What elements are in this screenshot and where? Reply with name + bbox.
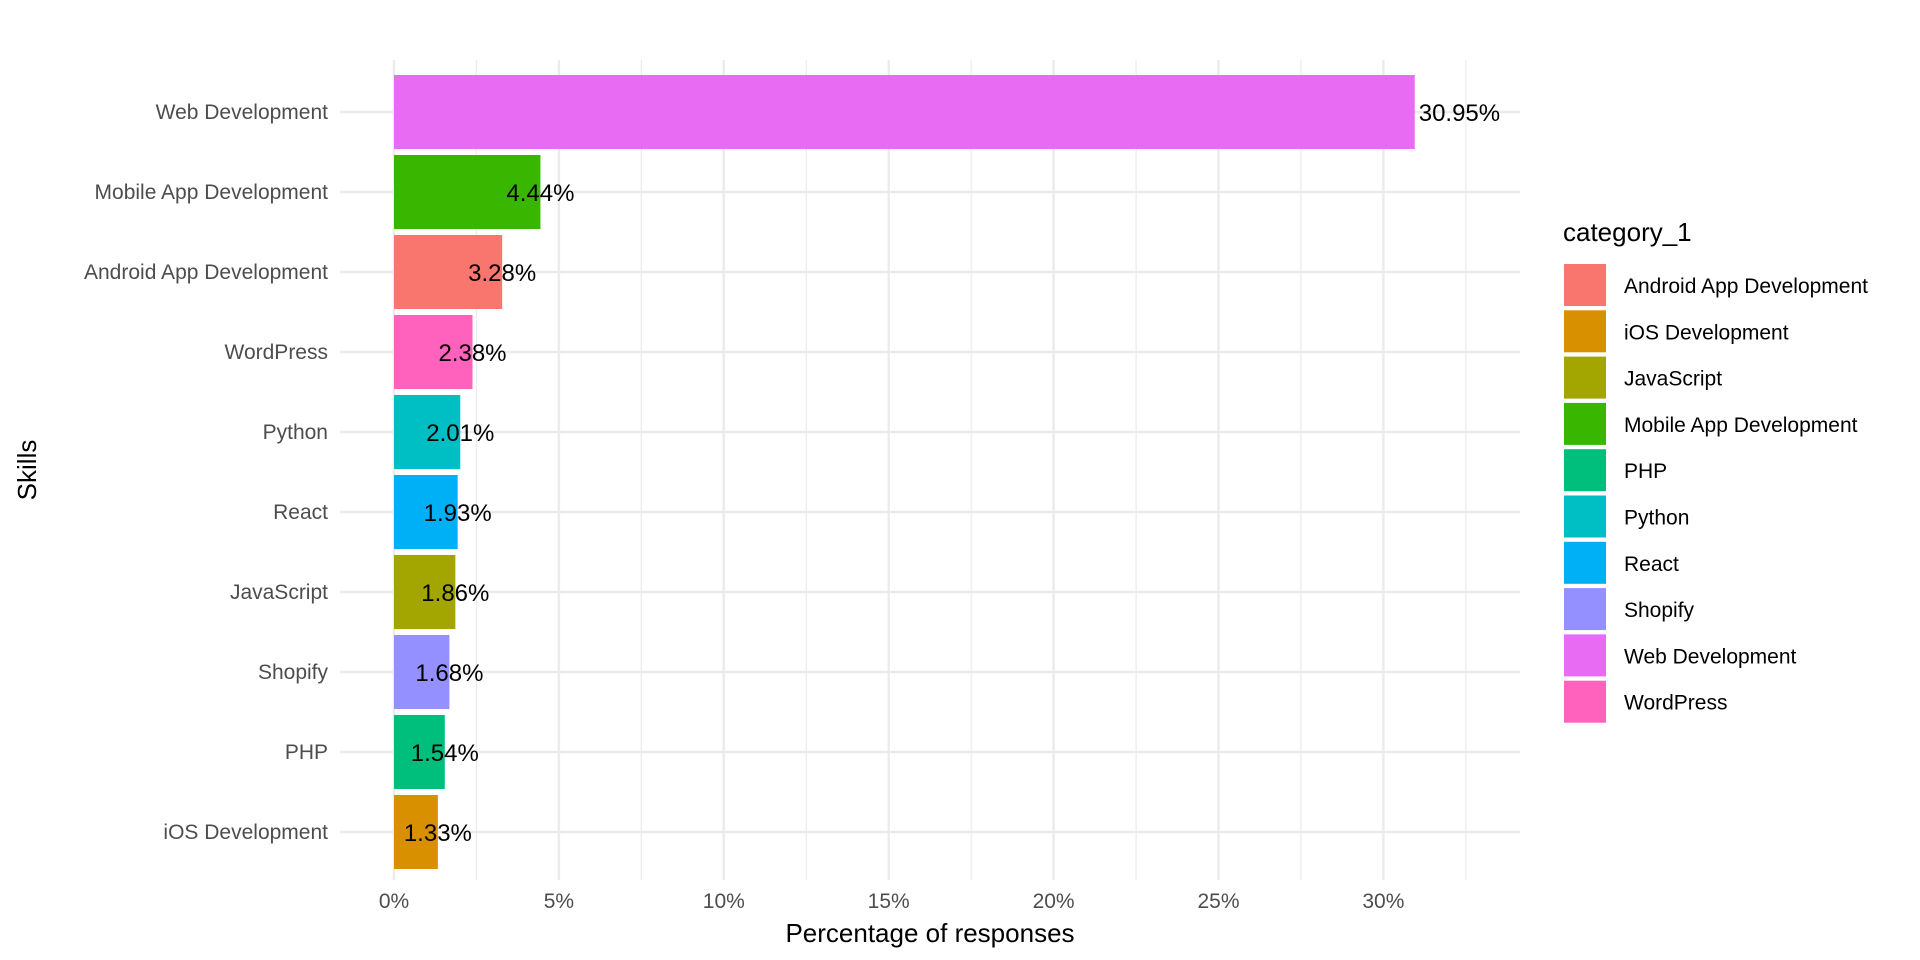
- legend-key: [1564, 402, 1606, 445]
- data-labels: 30.95% 4.44% 3.28% 2.38% 2.01% 1.93% 1.86% 1.68…: [404, 100, 1500, 847]
- data-label: 1.68%: [415, 660, 483, 687]
- legend-key: [1564, 356, 1606, 399]
- y-axis-title: Skills: [12, 440, 42, 501]
- bar: [394, 475, 458, 549]
- data-label: 2.38%: [438, 340, 506, 367]
- x-tick-label: 30%: [1362, 890, 1404, 913]
- data-label: 1.33%: [404, 820, 472, 847]
- data-label: 1.54%: [411, 740, 479, 767]
- bar: [394, 395, 461, 469]
- legend-key: [1564, 634, 1606, 677]
- legend-title: category_1: [1563, 217, 1692, 247]
- y-tick-label: Python: [263, 421, 328, 444]
- legend-key: [1564, 680, 1606, 723]
- legend-label: Android App Development: [1624, 275, 1868, 298]
- data-label: 1.93%: [424, 500, 492, 527]
- legend: category_1 Android App Development iOS De…: [1563, 217, 1868, 723]
- y-tick-label: Mobile App Development: [95, 181, 329, 204]
- x-axis-title: Percentage of responses: [785, 918, 1074, 948]
- bar: [394, 75, 1415, 149]
- bar: [394, 235, 503, 309]
- y-axis-ticks: Web Development Mobile App Development And…: [84, 101, 328, 844]
- legend-key: [1564, 310, 1606, 353]
- y-tick-label: JavaScript: [230, 581, 328, 604]
- data-label: 4.44%: [506, 180, 574, 207]
- bar: [394, 635, 450, 709]
- y-tick-label: Shopify: [258, 661, 329, 684]
- y-tick-label: iOS Development: [163, 821, 328, 844]
- data-label: 1.86%: [421, 580, 489, 607]
- legend-label: iOS Development: [1624, 321, 1789, 344]
- x-tick-label: 20%: [1033, 890, 1075, 913]
- y-tick-label: React: [273, 501, 328, 524]
- bar: [394, 715, 445, 789]
- legend-key: [1564, 264, 1606, 306]
- legend-label: Mobile App Development: [1624, 414, 1858, 437]
- legend-label: Python: [1624, 507, 1689, 530]
- legend-label: React: [1624, 553, 1679, 576]
- y-tick-label: Android App Development: [84, 261, 328, 284]
- legend-key: [1564, 541, 1606, 584]
- x-tick-label: 5%: [544, 890, 574, 913]
- bar: [394, 555, 456, 629]
- legend-key: [1564, 495, 1606, 538]
- x-tick-label: 0%: [379, 890, 409, 913]
- legend-label: Shopify: [1624, 599, 1695, 622]
- data-label: 3.28%: [468, 260, 536, 287]
- bars: [394, 75, 1415, 869]
- bar: [394, 155, 541, 229]
- legend-key: [1564, 588, 1606, 631]
- y-tick-label: PHP: [285, 741, 328, 764]
- x-tick-label: 25%: [1197, 890, 1239, 913]
- y-tick-label: Web Development: [156, 101, 329, 124]
- data-label: 30.95%: [1419, 100, 1500, 127]
- legend-label: PHP: [1624, 460, 1667, 483]
- x-axis-ticks: 0% 5% 10% 15% 20% 25% 30%: [379, 890, 1405, 913]
- legend-label: WordPress: [1624, 692, 1727, 715]
- legend-label: JavaScript: [1624, 368, 1722, 391]
- x-tick-label: 10%: [703, 890, 745, 913]
- y-tick-label: WordPress: [225, 341, 328, 364]
- legend-key: [1564, 449, 1606, 492]
- bar: [394, 315, 473, 389]
- bar: [394, 795, 438, 869]
- legend-label: Web Development: [1624, 645, 1797, 668]
- data-label: 2.01%: [426, 420, 494, 447]
- x-tick-label: 15%: [868, 890, 910, 913]
